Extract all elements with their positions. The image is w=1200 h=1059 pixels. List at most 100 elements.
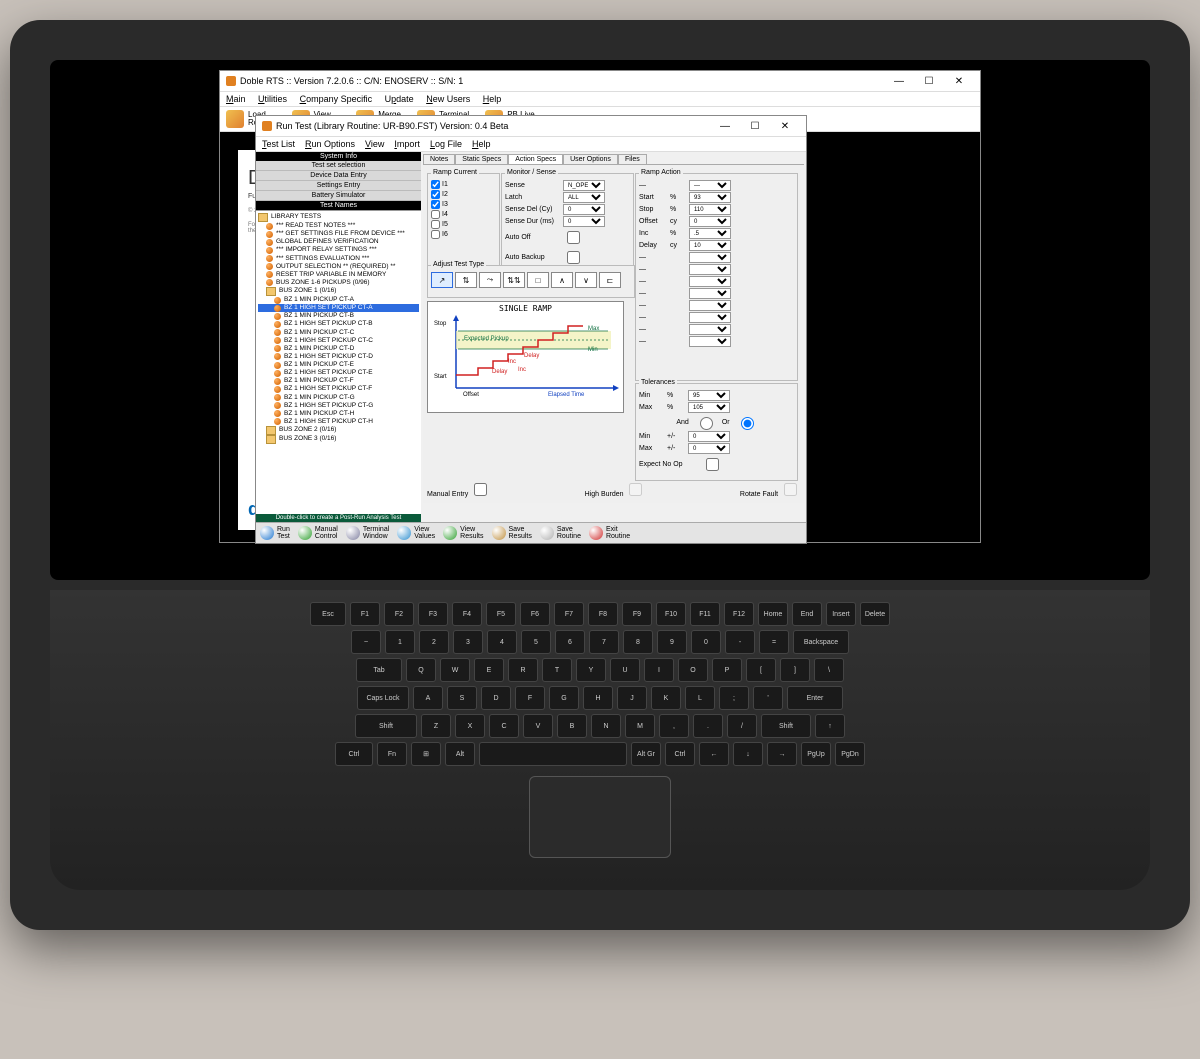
bottom-toolbar-item[interactable]: Run Test [260,526,290,540]
expect-noop-checkbox[interactable] [706,458,719,471]
tree-row[interactable]: BZ 1 MIN PICKUP CT-D [258,345,419,353]
tree-row[interactable]: OUTPUT SELECTION ** (REQUIRED) ** [258,263,419,271]
adjust-type-button[interactable]: ⇅ [455,272,477,288]
ramp-current-checkbox[interactable] [431,230,440,239]
tree-row[interactable]: BZ 1 HIGH SET PICKUP CT-E [258,369,419,377]
ramp-current-checkbox[interactable] [431,210,440,219]
tree-row[interactable]: BZ 1 MIN PICKUP CT-H [258,410,419,418]
ramp-action-select[interactable]: — [689,180,731,191]
tree-row[interactable]: GLOBAL DEFINES VERIFICATION [258,238,419,246]
tree-row[interactable]: BUS ZONE 1 (0/16) [258,287,419,296]
ramp-current-checkbox[interactable] [431,200,440,209]
bottom-toolbar-item[interactable]: View Values [397,526,435,540]
tol-max-select[interactable]: 105 [688,402,730,413]
adjust-type-button[interactable]: ⇅⇅ [503,272,525,288]
bottom-toolbar-item[interactable]: Exit Routine [589,526,630,540]
tab-files[interactable]: Files [618,154,647,164]
autobackup-checkbox[interactable] [567,251,580,264]
adjust-type-button[interactable]: ⤳ [479,272,501,288]
tol-min2-select[interactable]: 0 [688,431,730,442]
sysinfo-row[interactable]: Battery Simulator [256,191,421,201]
child-menu-item[interactable]: Log File [430,139,462,149]
ramp-action-select[interactable] [689,300,731,311]
tree-row[interactable]: *** GET SETTINGS FILE FROM DEVICE *** [258,230,419,238]
ramp-action-select[interactable] [689,336,731,347]
child-menu-item[interactable]: Help [472,139,491,149]
ramp-action-select[interactable]: 10 [689,240,731,251]
tol-or-radio[interactable] [741,417,754,430]
menu-update[interactable]: Update [385,94,414,104]
child-menu-item[interactable]: Run Options [305,139,355,149]
adjust-type-button[interactable]: □ [527,272,549,288]
minimize-button[interactable]: — [884,73,914,89]
bottom-toolbar-item[interactable]: Save Results [492,526,532,540]
tab-user-options[interactable]: User Options [563,154,618,164]
latch-select[interactable]: ALL [563,192,605,203]
tol-and-radio[interactable] [700,417,713,430]
sysinfo-row[interactable]: Test set selection [256,161,421,171]
tree-row[interactable]: BZ 1 HIGH SET PICKUP CT-C [258,337,419,345]
ramp-action-select[interactable]: 0 [689,216,731,227]
ramp-action-select[interactable]: 93 [689,192,731,203]
sysinfo-row[interactable]: Device Data Entry [256,171,421,181]
ramp-action-select[interactable] [689,264,731,275]
sysinfo-row[interactable]: Settings Entry [256,181,421,191]
adjust-type-button[interactable]: ∧ [551,272,573,288]
child-menu-item[interactable]: Test List [262,139,295,149]
tree-row[interactable]: *** READ TEST NOTES *** [258,222,419,230]
maximize-button[interactable]: ☐ [914,73,944,89]
tree-row[interactable]: LIBRARY TESTS [258,213,419,222]
menu-main[interactable]: Main [226,94,246,104]
ramp-action-select[interactable] [689,312,731,323]
close-button[interactable]: ✕ [944,73,974,89]
tree-row[interactable]: BZ 1 HIGH SET PICKUP CT-H [258,418,419,426]
ramp-action-select[interactable]: .5 [689,228,731,239]
bottom-toolbar-item[interactable]: Terminal Window [346,526,389,540]
ramp-action-select[interactable] [689,252,731,263]
bottom-toolbar-item[interactable]: Save Routine [540,526,581,540]
tree-row[interactable]: BZ 1 MIN PICKUP CT-F [258,377,419,385]
tree-row[interactable]: BZ 1 MIN PICKUP CT-G [258,394,419,402]
child-minimize-button[interactable]: — [710,118,740,134]
tree-row[interactable]: BZ 1 MIN PICKUP CT-C [258,329,419,337]
tree-row[interactable]: *** SETTINGS EVALUATION *** [258,255,419,263]
adjust-type-button[interactable]: ∨ [575,272,597,288]
bottom-toolbar-item[interactable]: Manual Control [298,526,338,540]
tol-max2-select[interactable]: 0 [688,443,730,454]
ramp-current-checkbox[interactable] [431,190,440,199]
tol-min-select[interactable]: 95 [688,390,730,401]
adjust-type-button[interactable]: ↗ [431,272,453,288]
menu-help[interactable]: Help [483,94,502,104]
tree-row[interactable]: BZ 1 MIN PICKUP CT-A [258,296,419,304]
ramp-current-checkbox[interactable] [431,220,440,229]
adjust-type-button[interactable]: ⊏ [599,272,621,288]
tree-row[interactable]: BZ 1 HIGH SET PICKUP CT-G [258,402,419,410]
tree-row[interactable]: BZ 1 HIGH SET PICKUP CT-B [258,320,419,328]
high-burden-checkbox[interactable] [629,483,642,496]
ramp-action-select[interactable] [689,276,731,287]
tab-notes[interactable]: Notes [423,154,455,164]
sense-select[interactable]: N_OPEN [563,180,605,191]
tree-row[interactable]: BZ 1 HIGH SET PICKUP CT-D [258,353,419,361]
ramp-action-select[interactable]: 110 [689,204,731,215]
tree-row[interactable]: BUS ZONE 3 (0/16) [258,435,419,444]
sensedel-select[interactable]: 0 [563,204,605,215]
ramp-current-checkbox[interactable] [431,180,440,189]
tree-row[interactable]: BZ 1 HIGH SET PICKUP CT-F [258,385,419,393]
manual-entry-checkbox[interactable] [474,483,487,496]
tree-row[interactable]: BUS ZONE 1-6 PICKUPS (0/96) [258,279,419,287]
menu-utilities[interactable]: Utilities [258,94,287,104]
child-close-button[interactable]: ✕ [770,118,800,134]
tab-action-specs[interactable]: Action Specs [508,154,563,164]
test-tree[interactable]: LIBRARY TESTS*** READ TEST NOTES ****** … [256,210,421,514]
autooff-checkbox[interactable] [567,231,580,244]
tree-row[interactable]: RESET TRIP VARIABLE IN MEMORY [258,271,419,279]
tree-row[interactable]: BZ 1 MIN PICKUP CT-B [258,312,419,320]
bottom-toolbar-item[interactable]: View Results [443,526,483,540]
menu-company[interactable]: Company Specific [300,94,373,104]
sensedur-select[interactable]: 0 [563,216,605,227]
tree-row[interactable]: BUS ZONE 2 (0/16) [258,426,419,435]
child-menu-item[interactable]: View [365,139,384,149]
tab-static-specs[interactable]: Static Specs [455,154,508,164]
tree-row[interactable]: BZ 1 HIGH SET PICKUP CT-A [258,304,419,312]
